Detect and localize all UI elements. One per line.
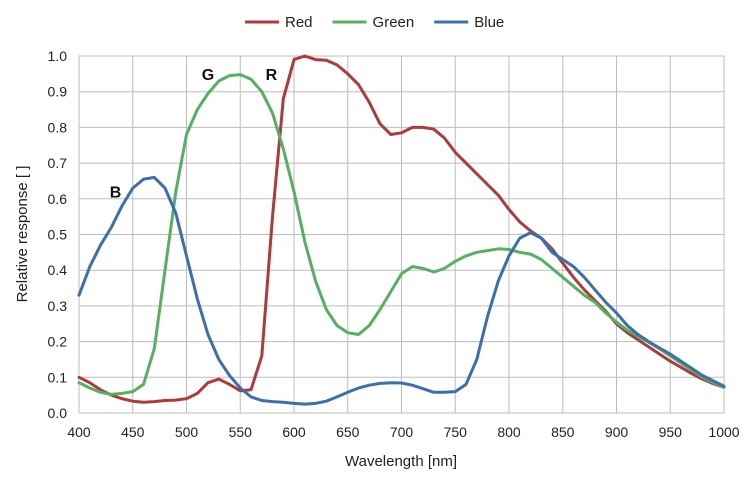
legend-label-green: Green: [373, 14, 415, 31]
curve-label-r: R: [266, 67, 278, 84]
x-tick-label: 650: [336, 424, 360, 440]
y-tick-label: 0.9: [48, 84, 68, 100]
y-tick-label: 0.6: [48, 191, 68, 207]
y-tick-label: 0.1: [48, 369, 68, 385]
plot-area-frame: [78, 55, 725, 414]
series-line-green: [77, 73, 726, 396]
legend-label-red: Red: [285, 14, 313, 31]
x-tick-label: 400: [67, 424, 91, 440]
x-tick-label: 950: [659, 424, 683, 440]
x-tick-label: 850: [551, 424, 575, 440]
x-tick-label: 900: [605, 424, 629, 440]
legend: Red Green Blue: [245, 14, 504, 31]
x-axis-tick-labels: 400 450 500 550 600 650 700 750 800 850 900 950 1000: [67, 424, 739, 440]
x-tick-label: 600: [282, 424, 306, 440]
y-tick-label: 0.0: [48, 405, 68, 421]
y-tick-label: 0.8: [48, 119, 68, 135]
x-tick-label: 550: [229, 424, 253, 440]
x-tick-label: 450: [121, 424, 145, 440]
series-lines: [77, 54, 726, 406]
x-tick-label: 800: [497, 424, 521, 440]
x-tick-label: 500: [175, 424, 199, 440]
legend-label-blue: Blue: [474, 14, 504, 31]
y-tick-label: 0.3: [48, 298, 68, 314]
series-line-blue: [77, 175, 726, 406]
y-tick-label: 1.0: [48, 48, 68, 64]
curve-label-b: B: [110, 185, 122, 202]
x-tick-label: 700: [390, 424, 414, 440]
y-tick-label: 0.7: [48, 155, 68, 171]
curve-label-g: G: [202, 67, 214, 84]
y-axis-tick-labels: 0.0 0.1 0.2 0.3 0.4 0.5 0.6 0.7 0.8 0.9 1.0: [48, 48, 68, 421]
y-tick-label: 0.4: [48, 262, 68, 278]
curve-annotations: B G R: [110, 67, 278, 202]
x-tick-label: 750: [444, 424, 468, 440]
grid-lines: [78, 55, 725, 414]
y-tick-label: 0.5: [48, 227, 68, 243]
y-tick-label: 0.2: [48, 334, 68, 350]
x-axis-title: Wavelength [nm]: [345, 453, 457, 470]
y-axis-title: Relative response [ ]: [14, 166, 31, 303]
x-tick-label: 1000: [708, 424, 739, 440]
